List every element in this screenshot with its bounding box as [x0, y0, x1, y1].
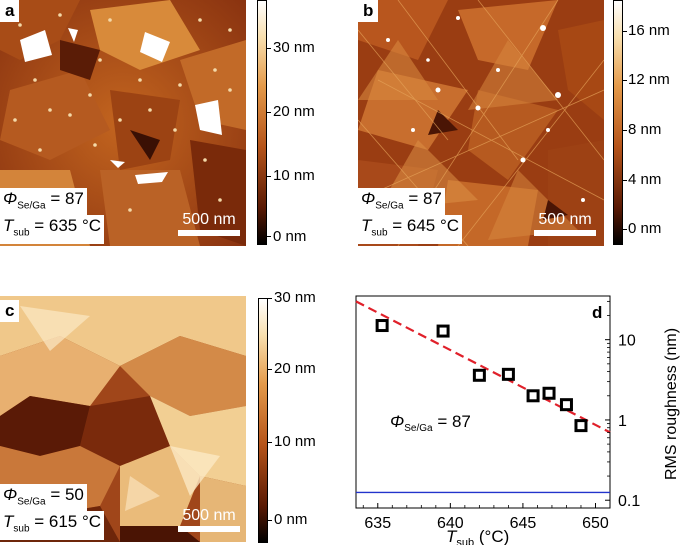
panel-letter-b: b — [358, 0, 379, 22]
data-point — [375, 319, 389, 333]
colorbar-a — [257, 0, 267, 245]
scale-bar-c: 500 nm — [178, 507, 240, 532]
x-tick-label-645: 645 — [510, 515, 537, 532]
y-tick-label-0.1: 0.1 — [618, 493, 640, 510]
data-point — [472, 368, 486, 382]
colorbar-a-label-0: 0 nm — [273, 228, 307, 245]
scale-bar-a: 500 nm — [178, 211, 240, 236]
colorbar-c-label-30: 30 nm — [274, 289, 316, 306]
temperature-label-b: Tsub = 645 °C — [358, 215, 463, 245]
x-axis-label: Tsub (°C) — [446, 527, 509, 545]
roughness-chart: 635 640 645 650 0.1 1 10 d ΦSe/Ga = 87 Tsub (°… — [355, 295, 680, 545]
data-point — [501, 367, 515, 381]
phi-label-c: ΦSe/Ga = 50 — [0, 484, 87, 514]
phi-label-b: ΦSe/Ga = 87 — [358, 188, 445, 218]
colorbar-b-label-8: 8 nm — [628, 121, 662, 138]
x-tick-label-635: 635 — [364, 515, 391, 532]
colorbar-b — [613, 0, 623, 245]
x-tick-label-640: 640 — [437, 515, 464, 532]
scale-bar-b: 500 nm — [534, 211, 596, 236]
colorbar-b-label-0: 0 nm — [628, 220, 662, 237]
colorbar-a-label-10: 10 nm — [273, 167, 315, 184]
y-tick-label-10: 10 — [618, 333, 636, 350]
data-point — [526, 389, 540, 403]
y-axis-label: RMS roughness (nm) — [663, 328, 680, 480]
panel-letter-a: a — [0, 0, 20, 22]
phi-annotation-d: ΦSe/Ga = 87 — [390, 412, 471, 434]
colorbar-c-label-20: 20 nm — [274, 360, 316, 377]
plot-frame — [355, 295, 611, 509]
colorbar-b-label-4: 4 nm — [628, 171, 662, 188]
colorbar-b-label-16: 16 nm — [628, 22, 670, 39]
x-tick-label-650: 650 — [582, 515, 609, 532]
colorbar-c — [258, 298, 268, 543]
afm-image-a: a ΦSe/Ga = 87 Tsub = 635 °C 500 nm — [0, 0, 246, 246]
temperature-label-a: Tsub = 635 °C — [0, 215, 105, 245]
afm-image-b: b ΦSe/Ga = 87 Tsub = 645 °C 500 nm — [358, 0, 604, 246]
temperature-label-c: Tsub = 615 °C — [0, 511, 105, 541]
phi-label-a: ΦSe/Ga = 87 — [0, 188, 87, 218]
colorbar-a-label-20: 20 nm — [273, 103, 315, 120]
afm-topography-b — [358, 0, 604, 246]
panel-letter-d: d — [592, 303, 602, 322]
panel-letter-c: c — [0, 300, 20, 322]
data-point — [574, 419, 588, 433]
y-tick-label-1: 1 — [618, 413, 627, 430]
data-point — [559, 398, 573, 412]
colorbar-c-label-10: 10 nm — [274, 433, 316, 450]
data-point — [542, 386, 556, 400]
afm-image-c: c ΦSe/Ga = 50 Tsub = 615 °C 500 nm — [0, 296, 246, 542]
colorbar-c-label-0: 0 nm — [274, 511, 308, 528]
colorbar-a-label-30: 30 nm — [273, 39, 315, 56]
data-point — [436, 324, 450, 338]
colorbar-b-label-12: 12 nm — [628, 71, 670, 88]
